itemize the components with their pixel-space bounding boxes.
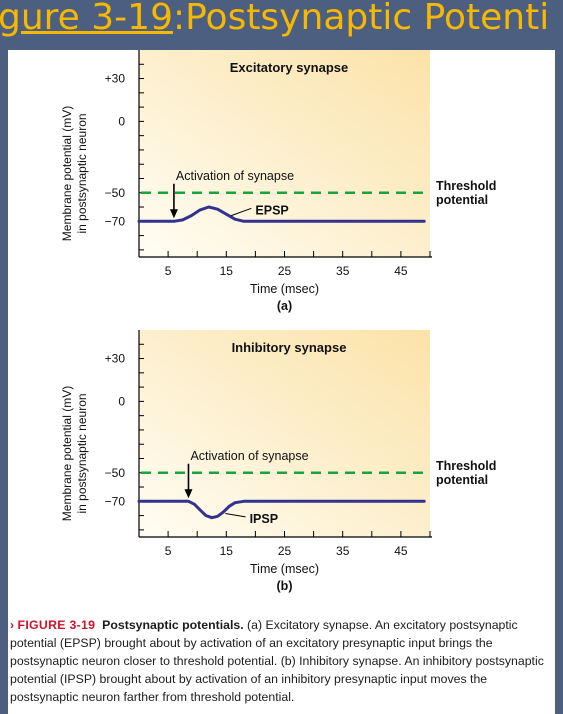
y-axis-label-line2: in postsynaptic neuron <box>75 113 89 233</box>
caption-arrow-icon: › <box>10 618 15 632</box>
y-tick-label: +30 <box>105 352 126 366</box>
y-tick-label: +30 <box>105 72 126 86</box>
figure-panel: +30 0 −50 −70 5 15 25 35 45 Time (msec) (a) Membran… <box>8 50 555 714</box>
x-tick-label: 45 <box>394 544 408 558</box>
panel-label: (a) <box>277 299 292 313</box>
x-tick-label: 25 <box>278 544 292 558</box>
y-tick-label: −50 <box>105 186 126 200</box>
activation-label: Activation of synapse <box>176 169 294 183</box>
x-tick-label: 5 <box>165 544 172 558</box>
panel-label: (b) <box>277 579 293 593</box>
potential-label: EPSP <box>255 203 288 217</box>
plot-area <box>139 330 430 537</box>
activation-arrow-icon <box>184 489 193 499</box>
y-axis-label-line1: Membrane potential (mV) <box>60 386 74 521</box>
potential-label: IPSP <box>250 512 279 526</box>
figure-svg: +30 0 −50 −70 5 15 25 35 45 Time (msec) (a) Membran… <box>60 50 496 593</box>
chart-inhibitory: +30 0 −50 −70 5 15 25 35 45 Time (msec) (b) Membran… <box>60 330 496 593</box>
potential-leader-line <box>225 512 246 518</box>
x-axis-label: Time (msec) <box>250 562 319 576</box>
x-tick-label: 25 <box>278 264 292 278</box>
y-axis-label-line1: Membrane potential (mV) <box>60 106 74 241</box>
caption-figure-label: FIGURE 3-19 <box>17 618 96 632</box>
potential-trace <box>137 499 426 520</box>
activation-label: Activation of synapse <box>190 449 308 463</box>
chart-title: Inhibitory synapse <box>232 340 347 355</box>
plot-area <box>139 50 430 257</box>
activation-arrow-icon <box>169 209 178 219</box>
slide-title-rest: :Postsynaptic Potenti <box>172 0 550 38</box>
x-tick-label: 5 <box>165 264 172 278</box>
threshold-label-line1: Threshold <box>436 179 496 193</box>
y-tick-label: −70 <box>105 214 126 228</box>
threshold-label-line2: potential <box>436 193 488 207</box>
y-axis-label-line2: in postsynaptic neuron <box>75 393 89 513</box>
chart-title: Excitatory synapse <box>230 60 349 75</box>
threshold-label-line1: Threshold <box>436 459 496 473</box>
y-tick-label: 0 <box>118 114 125 128</box>
x-tick-label: 35 <box>336 544 350 558</box>
potential-leader-line <box>231 207 252 217</box>
x-axis-label: Time (msec) <box>250 282 319 296</box>
figure-caption: › FIGURE 3-19 Postsynaptic potentials. (… <box>10 616 555 706</box>
y-tick-label: 0 <box>118 394 125 408</box>
potential-trace <box>137 205 426 223</box>
x-tick-label: 15 <box>220 264 234 278</box>
slide-title: gure 3-19:Postsynaptic Potenti <box>0 0 549 44</box>
y-tick-label: −70 <box>105 494 126 508</box>
x-tick-label: 35 <box>336 264 350 278</box>
caption-title: Postsynaptic potentials. <box>102 618 244 632</box>
caption-text: (a) Excitatory synapse. An excitatory po… <box>10 618 544 704</box>
threshold-label-line2: potential <box>436 473 488 487</box>
x-tick-label: 45 <box>394 264 408 278</box>
y-tick-label: −50 <box>105 466 126 480</box>
chart-excitatory: +30 0 −50 −70 5 15 25 35 45 Time (msec) (a) Membran… <box>60 50 496 313</box>
x-tick-label: 15 <box>220 544 234 558</box>
slide-title-link[interactable]: gure 3-19 <box>0 0 173 38</box>
